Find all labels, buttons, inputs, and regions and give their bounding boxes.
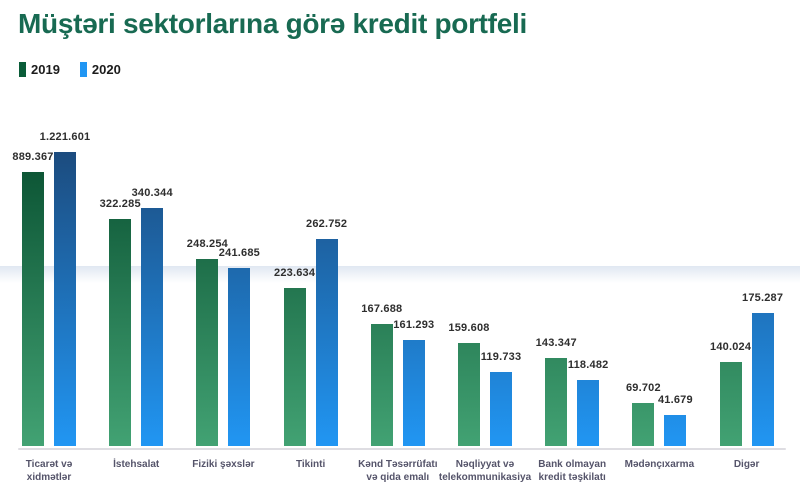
value-label-2020-1: 1.221.601 <box>39 131 91 143</box>
value-label-2020-2: 340.344 <box>131 187 173 199</box>
bar-2019-3 <box>196 259 219 446</box>
x-axis-line <box>18 448 786 450</box>
bar-2019-6 <box>458 343 480 446</box>
bar-2020-3 <box>228 268 251 446</box>
bar-2020-2 <box>141 208 164 446</box>
value-label-2020-5: 161.293 <box>393 319 435 331</box>
bar-2020-6 <box>490 372 512 446</box>
category-label-6: Nəqliyyat və telekommunikasiya <box>438 459 532 483</box>
value-label-2019-8: 69.702 <box>625 382 661 394</box>
bar-2020-4 <box>315 239 338 446</box>
value-label-2019-1: 889.367 <box>12 151 54 163</box>
legend: 2019 2020 <box>19 62 121 77</box>
value-label-2019-7: 143.347 <box>535 337 577 349</box>
bar-2019-2 <box>109 219 132 446</box>
category-label-8: Mədənçıxarma <box>624 459 695 470</box>
bar-2019-1 <box>22 172 44 446</box>
value-label-2020-4: 262.752 <box>306 218 348 230</box>
value-label-2019-5: 167.688 <box>361 303 403 315</box>
bar-2020-5 <box>402 340 425 446</box>
bar-2019-5 <box>370 324 393 446</box>
value-label-2020-7: 118.482 <box>567 359 609 371</box>
legend-swatch-2019-icon <box>19 62 26 77</box>
category-label-2: İstehsalat <box>113 459 160 470</box>
legend-label-2020: 2020 <box>91 62 121 77</box>
value-label-2020-9: 175.287 <box>742 292 784 304</box>
value-label-2019-6: 159.608 <box>448 322 490 334</box>
bar-2019-9 <box>719 362 742 446</box>
value-label-2020-3: 241.685 <box>218 247 260 259</box>
legend-swatch-2020-icon <box>79 62 87 77</box>
category-label-1: Ticarət və xidmətlər <box>25 459 73 483</box>
value-label-2019-9: 140.024 <box>710 341 752 353</box>
bar-2019-7 <box>545 358 568 446</box>
bar-2020-9 <box>751 313 774 446</box>
legend-item-2020: 2020 <box>79 62 121 77</box>
legend-label-2019: 2019 <box>31 62 60 77</box>
bar-2019-4 <box>283 288 306 446</box>
value-label-2019-4: 223.634 <box>274 267 316 279</box>
category-label-7: Bank olmayan kredit təşkilatı <box>538 459 607 483</box>
category-label-9: Digər <box>733 459 760 470</box>
legend-item-2019: 2019 <box>19 62 60 77</box>
value-label-2020-8: 41.679 <box>657 394 693 406</box>
bar-2019-8 <box>632 403 655 446</box>
category-label-3: Fiziki şəxslər <box>192 459 255 470</box>
bar-2020-7 <box>577 380 600 446</box>
category-label-4: Tikinti <box>295 459 326 470</box>
bar-2020-8 <box>664 415 687 446</box>
value-label-2019-2: 322.285 <box>99 198 141 210</box>
value-label-2020-6: 119.733 <box>480 351 522 363</box>
category-label-5: Kənd Təsərrüfatı və qida emalı <box>358 459 438 483</box>
chart-title: Müştəri sektorlarına görə kredit portfel… <box>18 8 527 39</box>
value-label-2019-3: 248.254 <box>186 238 228 250</box>
bar-2020-1 <box>54 152 76 446</box>
